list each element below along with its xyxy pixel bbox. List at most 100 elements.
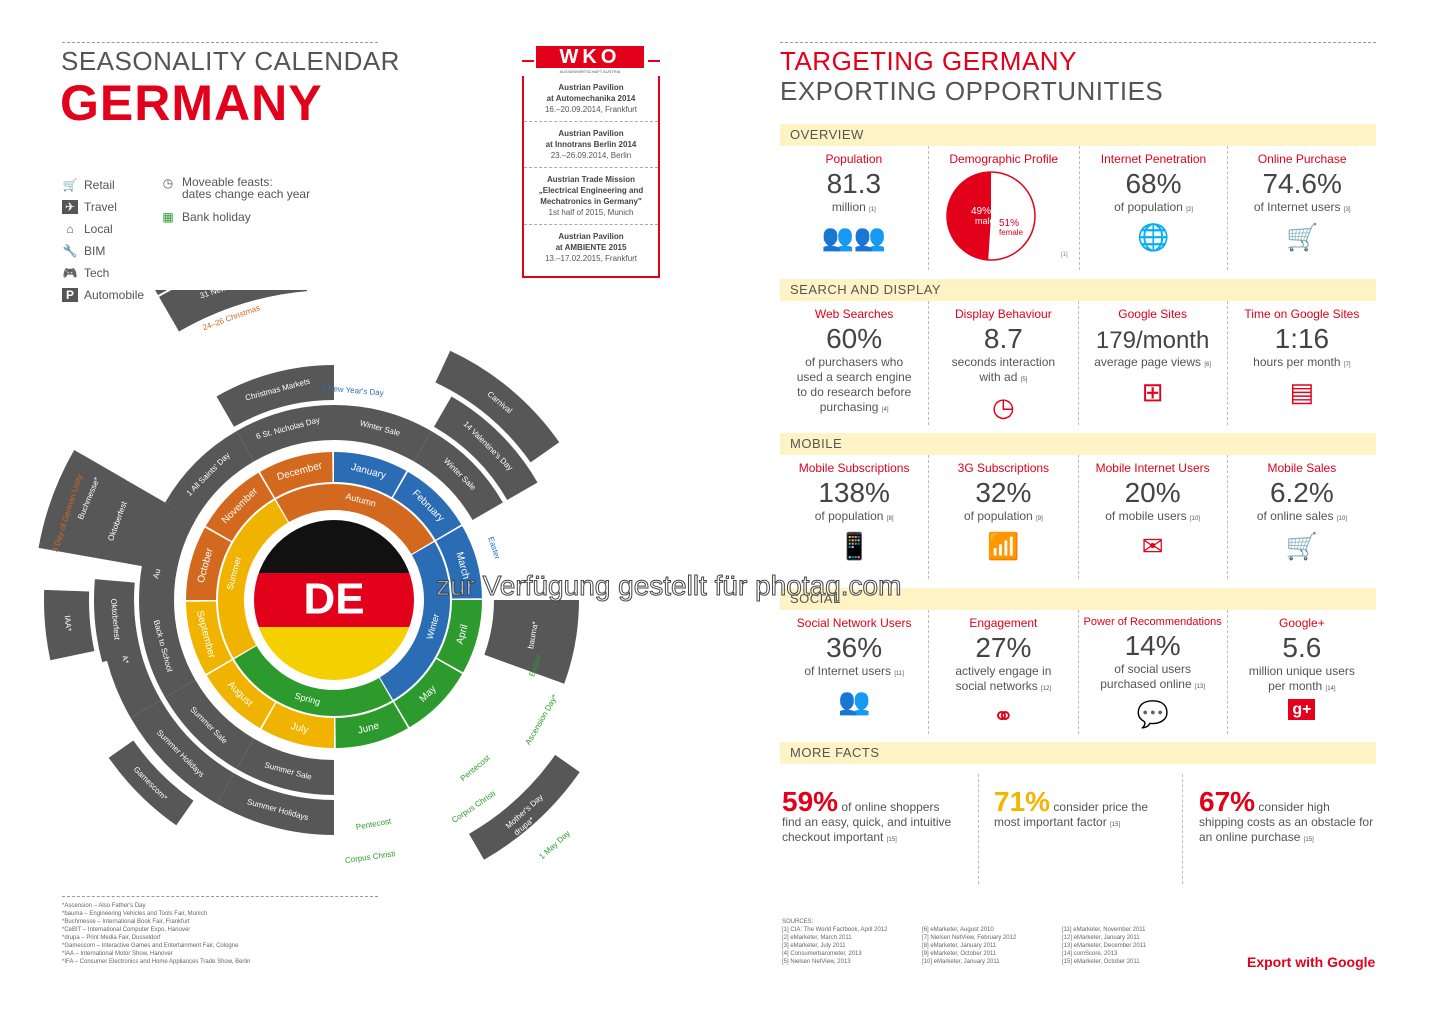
event-segment xyxy=(216,365,334,427)
rings-icon: ⚭ xyxy=(992,701,1015,731)
event-segment xyxy=(108,740,194,826)
legend-2: ◷ Moveable feasts: dates change each yea… xyxy=(160,176,310,228)
sources-title: SOURCES: xyxy=(782,919,814,925)
wko-event-3: Austrian Trade Mission „Electrical Engine… xyxy=(524,168,658,225)
season-segment xyxy=(379,542,450,700)
sitemap-icon: ⊞ xyxy=(1141,377,1164,407)
event-segment xyxy=(414,431,503,520)
mobile-signal-icon: 📶 xyxy=(987,531,1020,561)
male-label: male xyxy=(975,216,995,226)
mail-icon: ✉ xyxy=(1141,531,1164,561)
right-top-divider xyxy=(780,42,1376,43)
seasonality-wheel: JanuaryFebruaryMarchAprilMayJuneJulyAugu… xyxy=(38,290,580,865)
stat-web-searches: Web Searches 60% of purchasers who used … xyxy=(780,301,930,425)
season-segment xyxy=(276,484,434,555)
legend-tech: 🎮 Tech xyxy=(62,266,110,280)
stat-demographic: Demographic Profile 49% male 51% female … xyxy=(929,146,1080,270)
stat-recommendations: Power of Recommendations 14% of social u… xyxy=(1079,610,1228,734)
section-header: MOBILE xyxy=(780,433,1376,455)
season-segment xyxy=(218,500,289,658)
more-facts-section: MORE FACTS xyxy=(780,742,1376,764)
browser-icon: ▤ xyxy=(1289,377,1315,407)
month-segment xyxy=(436,526,482,599)
wko-event-4: Austrian Pavilion at AMBIENTE 2015 13.–17.… xyxy=(544,232,638,263)
event-corpus-christi: Corpus Christi xyxy=(344,849,396,865)
gamepad-icon: 🎮 xyxy=(62,266,78,280)
wko-box: WKO AUSSENWIRTSCHAFT AUSTRIA Austrian Pa… xyxy=(522,46,660,278)
legend-travel: ✈ Travel xyxy=(62,196,144,218)
stat-display-behaviour: Display Behaviour 8.7 seconds interactio… xyxy=(929,301,1079,425)
cart-icon: 🛒 xyxy=(1285,531,1319,561)
flag-red xyxy=(254,573,414,627)
title-small: SEASONALITY CALENDAR xyxy=(61,46,400,76)
stat-mobile-sales: Mobile Sales 6.2% of online sales [10] 🛒 xyxy=(1228,455,1376,579)
event-label: IAA* xyxy=(63,615,73,632)
center-label: DE xyxy=(303,575,364,624)
month-segment xyxy=(394,659,463,728)
stat-time-google: Time on Google Sites 1:16 hours per mont… xyxy=(1228,301,1376,425)
clock-icon: ◷ xyxy=(162,176,174,190)
fact-1: 59% of online shoppers find an easy, qui… xyxy=(782,786,952,845)
stat-internet-penetration: Internet Penetration 68% of population [… xyxy=(1080,146,1229,270)
female-label: female xyxy=(999,228,1024,237)
wko-event-2: Austrian Pavilion at Innotrans Berlin 201… xyxy=(524,122,658,168)
mobile-section: MOBILE Mobile Subscriptions 138% of popu… xyxy=(780,433,1376,579)
gplus-icon: g+ xyxy=(1228,699,1376,733)
month-segment xyxy=(206,660,275,729)
event-segment xyxy=(165,431,254,520)
event-segment xyxy=(93,579,141,663)
month-segment xyxy=(335,702,408,748)
cart-icon: 🛒 xyxy=(62,178,78,192)
title-big: GERMANY xyxy=(60,75,323,131)
season-segment xyxy=(234,645,392,716)
event-segment xyxy=(236,405,334,462)
stat-online-purchase: Online Purchase 74.6% of Internet users … xyxy=(1228,146,1376,270)
stat-mobile-subscriptions: Mobile Subscriptions 138% of population … xyxy=(780,455,930,579)
event-segment xyxy=(165,680,254,769)
event-segment xyxy=(435,350,560,463)
legend-local: ⌂ Local xyxy=(62,218,144,240)
legend-moveable: ◷ Moveable feasts: dates change each yea… xyxy=(160,176,310,200)
social-section: SOCIAL Social Network Users 36% of Inter… xyxy=(780,588,1376,734)
legend-bank-holiday: ▦ Bank holiday xyxy=(160,206,310,228)
month-label: July xyxy=(290,721,310,736)
top-divider xyxy=(62,42,378,43)
event-segment xyxy=(159,290,307,332)
event-segment xyxy=(139,600,196,698)
female-pct: 51% xyxy=(999,218,1019,229)
wko-event-1: Austrian Pavilion at Automechanika 2014 16… xyxy=(524,76,658,122)
calendar-icon: ▦ xyxy=(162,210,174,224)
people-icon: 👥👥 xyxy=(821,222,887,252)
export-with-google-link[interactable]: Export with Google xyxy=(1247,954,1376,970)
event-segment xyxy=(130,700,234,804)
event-segment xyxy=(44,589,95,661)
month-segment xyxy=(436,600,482,673)
section-header: SOCIAL xyxy=(780,588,1376,610)
clock-icon: ◷ xyxy=(992,392,1015,422)
section-header: SEARCH AND DISPLAY xyxy=(780,279,1376,301)
month-segment xyxy=(393,471,462,540)
section-header: OVERVIEW xyxy=(780,124,1376,146)
search-display-section: SEARCH AND DISPLAY Web Searches 60% of p… xyxy=(780,279,1376,425)
event-segment xyxy=(434,396,538,500)
month-segment xyxy=(205,472,274,541)
event-easter: Easter xyxy=(486,536,502,561)
fact-2: 71% consider price the most important fa… xyxy=(994,786,1149,830)
legend: 🛒 Retail ✈ Travel ⌂ Local 🔧 BIM 🎮 Tech P Autom… xyxy=(62,174,144,306)
watermark: zur Verfügung gestellt für photaq.com xyxy=(435,570,902,602)
event-segment xyxy=(484,600,579,684)
stat-engagement: Engagement 27% actively engage in social… xyxy=(929,610,1079,734)
month-label: April xyxy=(455,623,471,645)
month-segment xyxy=(260,452,333,498)
stat-3g: 3G Subscriptions 32% of population [9] 📶 xyxy=(929,455,1079,579)
legend-retail: 🛒 Retail xyxy=(62,178,115,192)
month-segment xyxy=(261,702,334,748)
fact-3: 67% consider high shipping costs as an o… xyxy=(1199,786,1374,845)
house-icon: ⌂ xyxy=(66,222,74,236)
right-title-1: TARGETING GERMANY xyxy=(780,46,1077,76)
stat-social-users: Social Network Users 36% of Internet use… xyxy=(780,610,930,734)
event-segment xyxy=(216,773,334,835)
pie-male xyxy=(946,172,991,260)
wko-logo: WKO AUSSENWIRTSCHAFT AUSTRIA xyxy=(522,46,660,76)
stat-google-sites: Google Sites 179/month average page view… xyxy=(1079,301,1228,425)
